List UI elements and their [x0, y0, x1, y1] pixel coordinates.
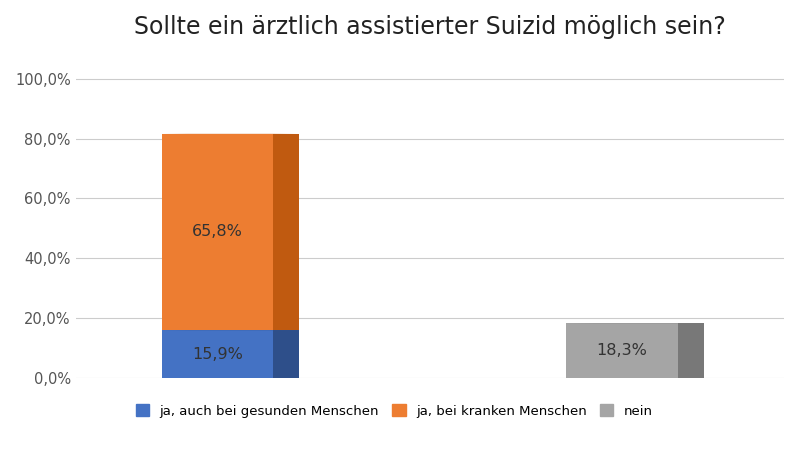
Text: 65,8%: 65,8%: [192, 225, 243, 239]
Polygon shape: [273, 330, 300, 378]
Polygon shape: [273, 133, 300, 330]
Bar: [161, 133, 273, 330]
Text: 15,9%: 15,9%: [192, 347, 243, 362]
Polygon shape: [678, 323, 704, 378]
Title: Sollte ein ärztlich assistierter Suizid möglich sein?: Sollte ein ärztlich assistierter Suizid …: [134, 15, 725, 39]
Bar: [161, 330, 273, 378]
Bar: [566, 323, 678, 378]
Text: 18,3%: 18,3%: [597, 343, 647, 358]
Legend: ja, auch bei gesunden Menschen, ja, bei kranken Menschen, nein: ja, auch bei gesunden Menschen, ja, bei …: [131, 399, 658, 423]
